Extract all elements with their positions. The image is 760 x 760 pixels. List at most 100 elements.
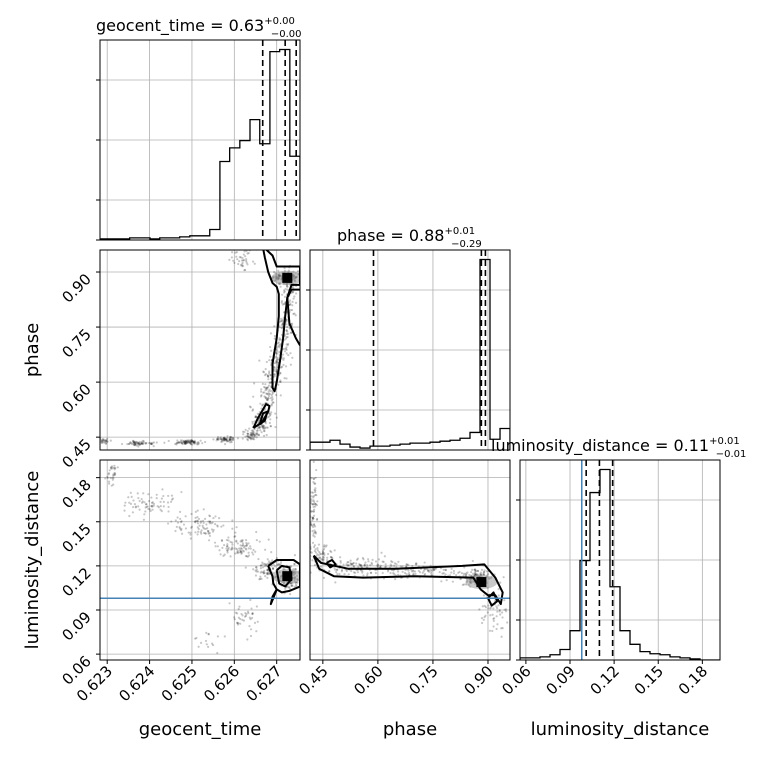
sample-point <box>254 414 257 418</box>
sample-point <box>253 435 256 439</box>
sample-point <box>176 516 179 519</box>
sample-point <box>259 575 262 578</box>
sample-point <box>275 348 278 351</box>
sample-point <box>315 518 319 521</box>
sample-point <box>255 605 258 608</box>
sample-point <box>268 370 271 373</box>
sample-point <box>266 568 269 571</box>
sample-point <box>496 623 499 626</box>
sample-point <box>129 502 133 505</box>
sample-point <box>278 338 281 341</box>
sample-point <box>253 438 256 441</box>
sample-point <box>184 442 187 445</box>
sample-point <box>394 577 397 581</box>
sample-point <box>256 433 259 436</box>
sample-point <box>199 641 203 645</box>
sample-point <box>311 502 314 506</box>
sample-point <box>241 264 245 267</box>
sample-point <box>151 505 154 508</box>
sample-point <box>240 259 244 262</box>
sample-point <box>265 433 268 437</box>
sample-point <box>265 386 269 389</box>
panel-background <box>310 460 510 660</box>
sample-point <box>412 569 415 572</box>
sample-point <box>228 438 231 441</box>
contour-line <box>262 250 300 393</box>
sample-point <box>471 559 474 563</box>
sample-point <box>240 551 244 554</box>
sample-point <box>236 550 239 554</box>
sample-point <box>185 442 188 445</box>
sample-point <box>267 378 270 381</box>
sample-point <box>285 329 288 332</box>
sample-point <box>171 497 175 500</box>
sample-point <box>253 434 256 437</box>
sample-point <box>463 566 466 569</box>
sample-point <box>134 505 138 508</box>
sample-point <box>285 346 288 349</box>
sample-point <box>107 472 111 475</box>
sample-point <box>377 563 380 567</box>
sample-point <box>145 505 148 509</box>
sample-point <box>184 515 187 518</box>
sample-point <box>457 571 460 574</box>
sample-point <box>470 571 473 574</box>
sample-point <box>331 557 334 560</box>
sample-point <box>133 503 137 506</box>
sample-point <box>133 440 136 443</box>
sample-point <box>242 433 245 436</box>
sample-point <box>237 616 241 619</box>
sample-point <box>356 557 359 560</box>
sample-point <box>293 562 296 566</box>
sample-point <box>251 260 255 263</box>
sample-point <box>312 505 315 509</box>
sample-point <box>294 568 297 571</box>
sample-point <box>401 565 404 568</box>
sample-point <box>106 476 109 480</box>
sample-point <box>123 509 126 512</box>
sample-point <box>312 525 315 529</box>
sample-point <box>479 572 482 576</box>
sample-point <box>312 460 315 463</box>
sample-point <box>310 510 313 513</box>
sample-point <box>205 523 208 526</box>
sample-point <box>285 336 288 339</box>
sample-point <box>208 532 211 535</box>
sample-point <box>275 416 278 419</box>
sample-point <box>196 533 199 536</box>
sample-point <box>223 438 226 441</box>
sample-point <box>160 510 163 513</box>
sample-point <box>322 549 325 552</box>
sample-point <box>267 573 270 576</box>
sample-point <box>346 561 349 564</box>
sample-point <box>272 401 275 404</box>
sample-point <box>264 397 267 400</box>
sample-point <box>192 440 195 443</box>
sample-point <box>182 440 185 443</box>
sample-point <box>133 443 136 446</box>
sample-point <box>379 566 382 569</box>
sample-point <box>150 504 153 508</box>
sample-point <box>312 499 315 502</box>
sample-point <box>217 517 221 520</box>
sample-point <box>288 327 291 330</box>
sample-point <box>464 573 467 576</box>
sample-point <box>228 602 231 605</box>
sample-point <box>474 573 477 576</box>
sample-point <box>292 286 295 289</box>
sample-point <box>233 261 236 264</box>
sample-point <box>465 572 468 575</box>
sample-point <box>266 576 269 579</box>
sample-point <box>186 439 189 443</box>
sample-point <box>170 498 174 501</box>
sample-point <box>269 413 272 416</box>
sample-point <box>105 440 109 443</box>
sample-point <box>100 441 103 444</box>
sample-point <box>423 572 427 576</box>
sample-point <box>179 528 183 532</box>
sample-point <box>267 562 270 565</box>
sample-point <box>227 440 230 443</box>
sample-point <box>185 439 188 442</box>
sample-point <box>128 442 131 445</box>
sample-point <box>182 441 186 444</box>
